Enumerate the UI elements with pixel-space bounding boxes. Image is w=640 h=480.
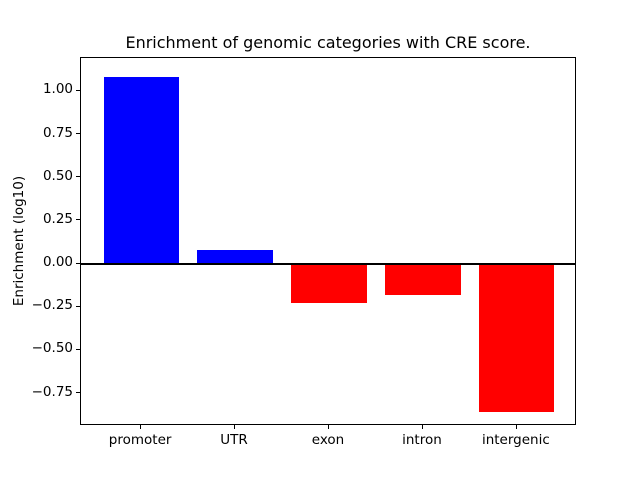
y-tick-mark (76, 305, 80, 307)
bar-UTR (197, 249, 273, 264)
x-tick-label-UTR: UTR (220, 432, 248, 448)
bar-intergenic (479, 263, 555, 413)
y-tick-label: −0.25 (31, 297, 73, 314)
x-tick-label-exon: exon (311, 432, 345, 448)
y-tick-mark (76, 219, 80, 221)
y-axis-label-text: Enrichment (log10) (11, 175, 27, 307)
y-tick-mark (76, 176, 80, 178)
plot-area (80, 57, 576, 425)
y-tick-mark (76, 348, 80, 350)
x-tick-mark (140, 425, 142, 429)
y-tick-mark (76, 262, 80, 264)
bar-exon (291, 263, 367, 304)
x-tick-mark (234, 425, 236, 429)
x-tick-label-intron: intron (402, 432, 442, 448)
y-tick-label: 1.00 (42, 81, 73, 98)
y-tick-label: −0.75 (31, 383, 73, 400)
x-tick-label-intergenic: intergenic (481, 432, 550, 448)
y-tick-mark (76, 89, 80, 91)
y-tick-label: 0.00 (42, 254, 73, 271)
bar-intron (385, 263, 461, 295)
x-tick-mark (421, 425, 423, 429)
y-tick-label: 0.25 (42, 210, 73, 227)
zero-baseline-line (81, 262, 575, 265)
y-tick-label: 0.75 (42, 124, 73, 141)
y-tick-label: 0.50 (42, 167, 73, 184)
x-tick-label-promoter: promoter (108, 432, 172, 448)
bar-promoter (103, 77, 179, 264)
y-tick-mark (76, 392, 80, 394)
chart-title: Enrichment of genomic categories with CR… (125, 33, 531, 52)
y-tick-label: −0.50 (31, 340, 73, 357)
y-tick-mark (76, 133, 80, 135)
x-tick-mark (328, 425, 329, 429)
x-tick-mark (515, 425, 517, 429)
